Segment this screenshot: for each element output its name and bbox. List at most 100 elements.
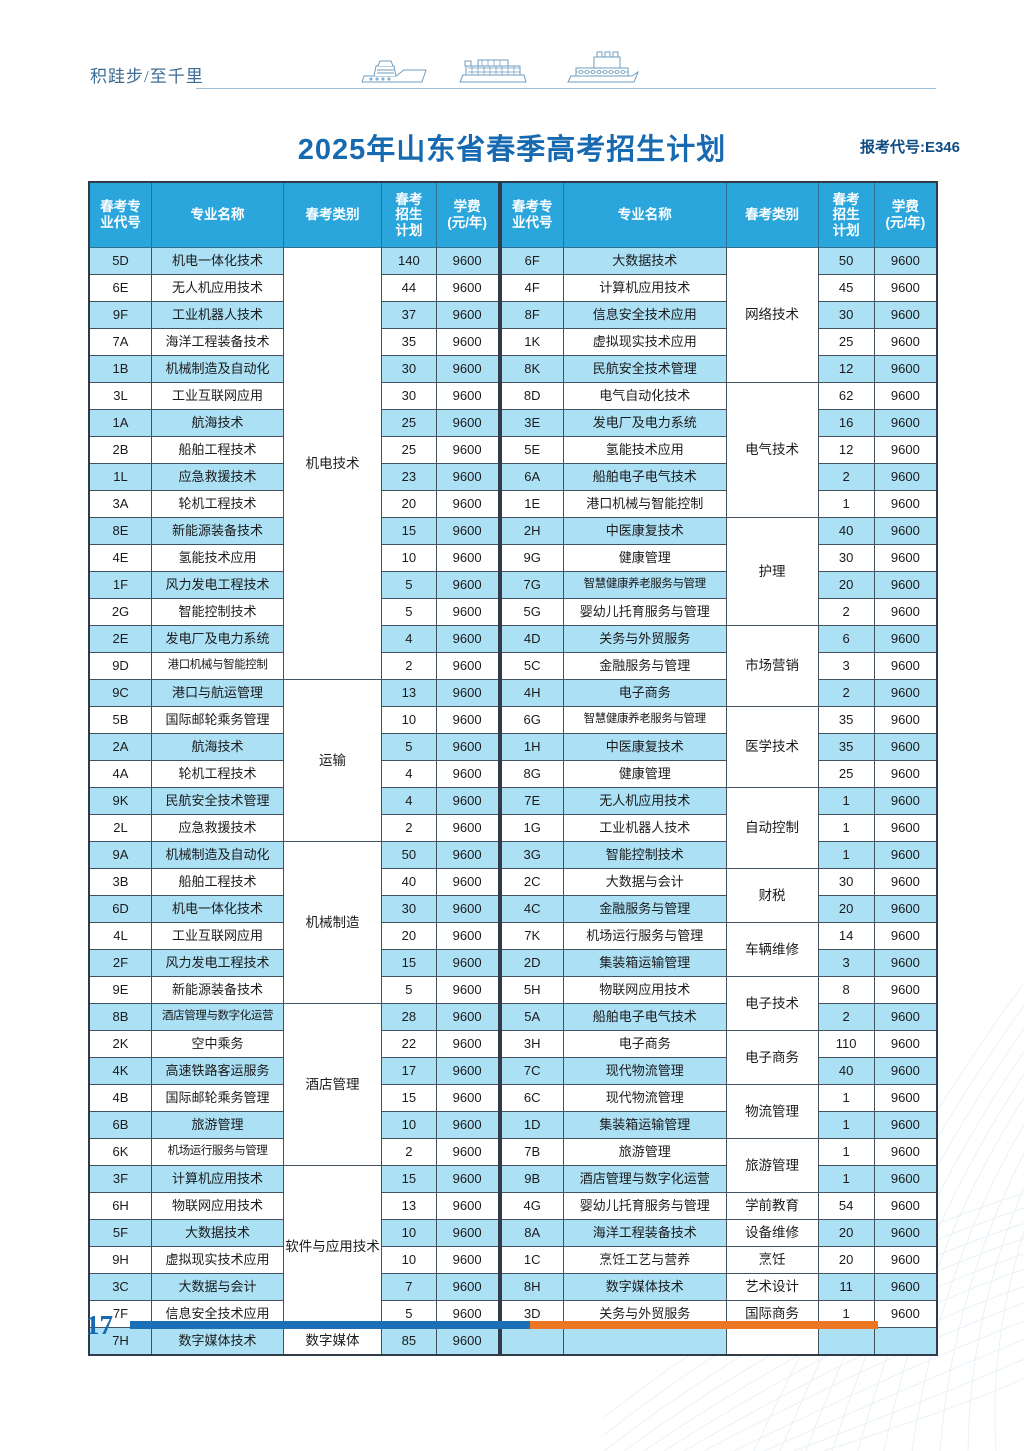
cell-major-code: 4K [88, 1057, 152, 1085]
cell-major-name: 轮机工程技术 [150, 490, 285, 518]
cell-major-code: 8B [88, 1003, 152, 1031]
cell-major-name: 智慧健康养老服务与管理 [562, 706, 727, 734]
cell-enrollment-plan: 7 [381, 1273, 437, 1301]
cell-major-name: 机械制造及自动化 [150, 841, 285, 869]
cell-major-code: 3B [88, 868, 152, 896]
cell-major-code: 6A [500, 463, 564, 491]
table-row: 4G 婴幼儿托育服务与管理 学前教育 54 9600 [500, 1192, 938, 1220]
table-row: 8A 海洋工程装备技术 设备维修 20 9600 [500, 1219, 938, 1247]
cell-major-code: 5F [88, 1219, 152, 1247]
table-row: 2B 船舶工程技术 25 9600 [88, 436, 500, 464]
cell-tuition-fee: 9600 [873, 382, 938, 410]
cruise-ship-icon [459, 59, 527, 83]
cell-enrollment-plan: 15 [381, 517, 437, 545]
cell-major-name: 工业互联网应用 [150, 922, 285, 950]
table-row: 1A 航海技术 25 9600 [88, 409, 500, 437]
cell-major-code: 5G [500, 598, 564, 626]
cell-exam-category: 艺术设计 [725, 1273, 819, 1301]
cell-enrollment-plan: 13 [381, 1192, 437, 1220]
table-row: 4K 高速铁路客运服务 17 9600 [88, 1057, 500, 1085]
cell-enrollment-plan: 1 [817, 1165, 875, 1193]
cell-enrollment-plan: 5 [381, 976, 437, 1004]
cell-major-name: 关务与外贸服务 [562, 625, 727, 653]
cell-major-name: 大数据技术 [150, 1219, 285, 1247]
table-row: 5F 大数据技术 10 9600 [88, 1219, 500, 1247]
cell-exam-category: 电子技术 [725, 976, 819, 1031]
cell-major-code: 1E [500, 490, 564, 518]
cell-major-name: 电子商务 [562, 1030, 727, 1058]
table-row: 9C 港口与航运管理 运输 13 9600 [88, 679, 500, 842]
cell-exam-category: 设备维修 [725, 1219, 819, 1247]
left-table-body: 5D 机电一体化技术 机电技术 140 9600 6E 无人机应用技术 44 9600 9F 工业机… [88, 247, 500, 1356]
table-row: 9A 机械制造及自动化 机械制造 50 9600 [88, 841, 500, 1004]
cell-major-name: 物联网应用技术 [562, 976, 727, 1004]
cell-exam-category: 市场营销 [725, 625, 819, 707]
cell-enrollment-plan: 15 [381, 1165, 437, 1193]
cell-enrollment-plan: 2 [817, 598, 875, 626]
table-row: 6E 无人机应用技术 44 9600 [88, 274, 500, 302]
cell-major-name: 物联网应用技术 [150, 1192, 285, 1220]
table-row: 6A 船舶电子电气技术 2 9600 [500, 463, 938, 491]
cell-major-code: 6H [88, 1192, 152, 1220]
cell-tuition-fee: 9600 [435, 949, 500, 977]
cell-enrollment-plan: 4 [381, 787, 437, 815]
cell-enrollment-plan: 2 [381, 814, 437, 842]
table-row: 1C 烹饪工艺与营养 烹饪 20 9600 [500, 1246, 938, 1274]
cell-major-code: 4H [500, 679, 564, 707]
cell-enrollment-plan: 20 [817, 571, 875, 599]
cell-major-name: 空中乘务 [150, 1030, 285, 1058]
cell-exam-category: 机械制造 [283, 841, 382, 1004]
cell-major-code: 2D [500, 949, 564, 977]
cell-tuition-fee: 9600 [873, 598, 938, 626]
cell-tuition-fee: 9600 [873, 706, 938, 734]
cell-tuition-fee: 9600 [873, 976, 938, 1004]
cell-tuition-fee: 9600 [873, 1084, 938, 1112]
cell-enrollment-plan: 2 [381, 652, 437, 680]
table-row: 6H 物联网应用技术 13 9600 [88, 1192, 500, 1220]
cell-tuition-fee: 9600 [435, 814, 500, 842]
cell-enrollment-plan: 4 [381, 760, 437, 788]
cell-major-name: 酒店管理与数字化运营 [150, 1003, 285, 1031]
cell-enrollment-plan: 50 [381, 841, 437, 869]
cell-exam-category: 烹饪 [725, 1246, 819, 1274]
cell-tuition-fee: 9600 [435, 571, 500, 599]
cell-enrollment-plan: 8 [817, 976, 875, 1004]
cell-enrollment-plan: 15 [381, 1084, 437, 1112]
cell-major-name: 计算机应用技术 [150, 1165, 285, 1193]
cell-major-name: 应急救援技术 [150, 463, 285, 491]
table-row: 2K 空中乘务 22 9600 [88, 1030, 500, 1058]
header-divider-line [196, 88, 936, 89]
cell-tuition-fee: 9600 [873, 247, 938, 275]
cell-major-code: 4E [88, 544, 152, 572]
cell-major-name: 应急救援技术 [150, 814, 285, 842]
cell-major-code: 1B [88, 355, 152, 383]
cell-major-code: 3H [500, 1030, 564, 1058]
cell-tuition-fee: 9600 [873, 301, 938, 329]
table-row: 1K 虚拟现实技术应用 25 9600 [500, 328, 938, 356]
cell-major-code: 1L [88, 463, 152, 491]
table-row: 4A 轮机工程技术 4 9600 [88, 760, 500, 788]
cell-enrollment-plan: 5 [381, 733, 437, 761]
table-row: 3C 大数据与会计 7 9600 [88, 1273, 500, 1301]
table-row: 5G 婴幼儿托育服务与管理 2 9600 [500, 598, 938, 626]
cell-major-code: 9A [88, 841, 152, 869]
cell-tuition-fee: 9600 [435, 1084, 500, 1112]
cell-major-code: 2A [88, 733, 152, 761]
cell-enrollment-plan: 11 [817, 1273, 875, 1301]
table-row: 6G 智慧健康养老服务与管理 医学技术 35 9600 [500, 706, 938, 788]
table-row: 7G 智慧健康养老服务与管理 20 9600 [500, 571, 938, 599]
cell-exam-category: 自动控制 [725, 787, 819, 869]
table-row: 5B 国际邮轮乘务管理 10 9600 [88, 706, 500, 734]
cell-enrollment-plan: 12 [817, 355, 875, 383]
cell-major-name: 机场运行服务与管理 [150, 1138, 285, 1166]
table-row: 2D 集装箱运输管理 3 9600 [500, 949, 938, 977]
cell-enrollment-plan: 1 [817, 1084, 875, 1112]
col-header-plan: 春考 招生 计划 [381, 181, 437, 248]
cell-enrollment-plan: 25 [817, 328, 875, 356]
cell-enrollment-plan: 10 [381, 706, 437, 734]
cell-enrollment-plan: 30 [817, 868, 875, 896]
cell-major-code: 2G [88, 598, 152, 626]
col-header-code: 春考专 业代号 [500, 181, 564, 248]
cell-major-code: 9D [88, 652, 152, 680]
page-title: 2025年山东省春季高考招生计划 [297, 134, 727, 166]
